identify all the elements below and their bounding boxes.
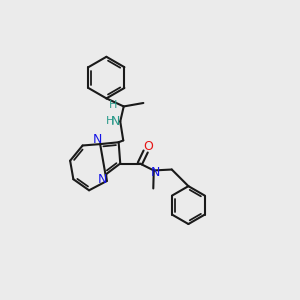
Text: N: N bbox=[151, 166, 160, 179]
Text: N: N bbox=[93, 133, 102, 146]
Text: N: N bbox=[110, 115, 120, 128]
Text: H: H bbox=[106, 116, 114, 126]
Text: N: N bbox=[98, 173, 107, 186]
Text: H: H bbox=[109, 100, 118, 110]
Text: O: O bbox=[144, 140, 154, 153]
